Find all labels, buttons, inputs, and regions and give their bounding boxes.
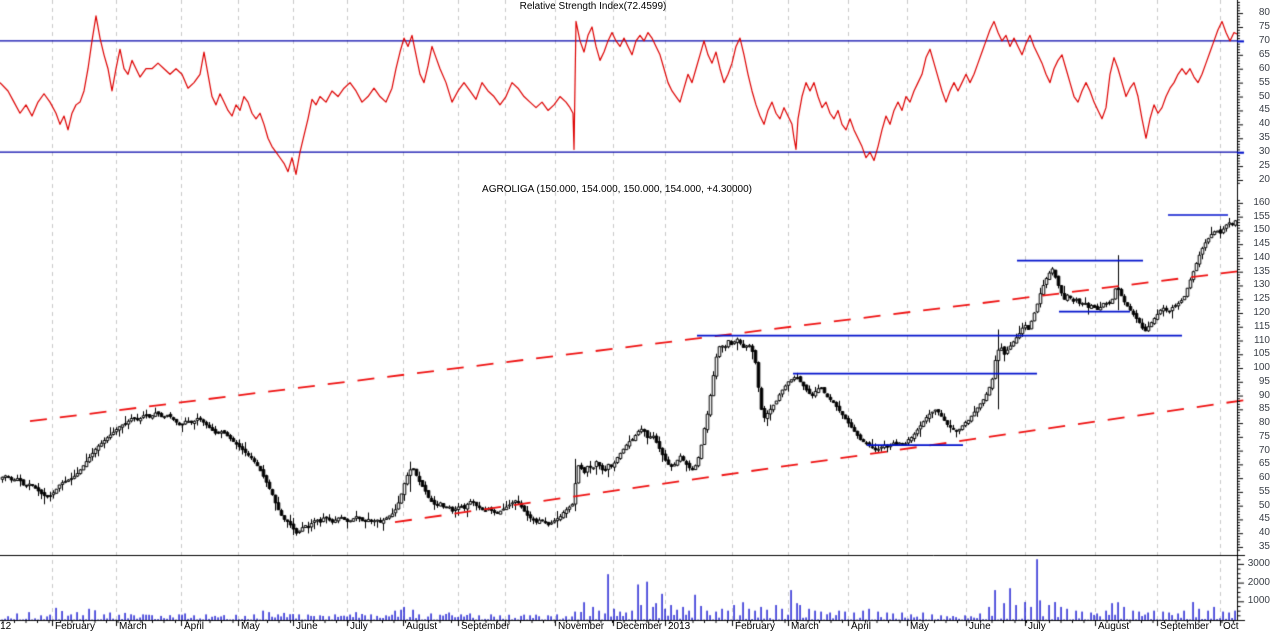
rsi-ytick-70: 70: [1258, 35, 1270, 46]
price-ytick-125: 125: [1253, 293, 1270, 304]
x-axis-label-march: March: [119, 621, 147, 632]
x-axis-label-august: August: [406, 621, 438, 632]
price-ytick-110: 110: [1254, 335, 1270, 346]
price-ytick-85: 85: [1258, 403, 1270, 414]
x-axis-label-oct: Oct: [1223, 621, 1239, 632]
rsi-ytick-25: 25: [1258, 160, 1270, 171]
x-axis-label-february: February: [735, 621, 776, 632]
x-axis-label-december: December: [616, 621, 663, 632]
x-axis-label-september: September: [1160, 621, 1209, 632]
x-axis-label-june: June: [969, 621, 991, 632]
x-axis-label-august: August: [1098, 621, 1130, 632]
price-ytick-35: 35: [1258, 541, 1270, 552]
price-ytick-55: 55: [1258, 486, 1270, 497]
rsi-ytick-20: 20: [1258, 174, 1270, 185]
rsi-ytick-60: 60: [1258, 63, 1270, 74]
price-ytick-65: 65: [1258, 458, 1270, 469]
x-axis-label-september: September: [461, 621, 510, 632]
x-axis-label-november: November: [558, 621, 605, 632]
rsi-ytick-75: 75: [1258, 21, 1270, 32]
rsi-panel-title: Relative Strength Index(72.4599): [519, 1, 667, 12]
x-axis-label-july: July: [1028, 621, 1046, 632]
x-axis-label-april: April: [851, 621, 872, 632]
price-ytick-135: 135: [1253, 266, 1270, 277]
price-ytick-145: 145: [1253, 238, 1270, 249]
x-axis-label-february: February: [55, 621, 96, 632]
price-ytick-95: 95: [1258, 376, 1270, 387]
price-ytick-140: 140: [1253, 252, 1270, 263]
price-ytick-120: 120: [1253, 307, 1270, 318]
x-axis-label-june: June: [296, 621, 318, 632]
rsi-ytick-40: 40: [1258, 118, 1270, 129]
price-ytick-90: 90: [1258, 390, 1270, 401]
rsi-ytick-65: 65: [1258, 49, 1270, 60]
price-ytick-155: 155: [1253, 211, 1270, 222]
price-ytick-150: 150: [1253, 224, 1270, 235]
price-ytick-75: 75: [1258, 431, 1270, 442]
x-axis-label-may: May: [241, 621, 260, 632]
price-ytick-70: 70: [1258, 445, 1270, 456]
price-ytick-45: 45: [1258, 513, 1270, 524]
price-ytick-50: 50: [1258, 500, 1270, 511]
rsi-ytick-80: 80: [1258, 7, 1270, 18]
price-ytick-115: 115: [1254, 321, 1270, 332]
x-axis-label-july: July: [350, 621, 368, 632]
price-ytick-80: 80: [1258, 417, 1270, 428]
rsi-ytick-55: 55: [1258, 77, 1270, 88]
x-axis-label-april: April: [184, 621, 205, 632]
price-ytick-160: 160: [1253, 197, 1270, 208]
volume-ytick-2000: 2000: [1247, 577, 1270, 588]
x-axis-label-march: March: [791, 621, 819, 632]
volume-ytick-3000: 3000: [1247, 558, 1270, 569]
x-axis-label-2013: 2013: [668, 621, 691, 632]
x-axis-label-may: May: [910, 621, 929, 632]
price-ytick-105: 105: [1253, 348, 1270, 359]
rsi-ytick-50: 50: [1258, 91, 1270, 102]
price-panel-title: AGROLIGA (150.000, 154.000, 150.000, 154…: [482, 184, 752, 195]
volume-ytick-1000: 1000: [1247, 595, 1270, 606]
rsi-ytick-30: 30: [1258, 146, 1270, 157]
price-ytick-40: 40: [1258, 527, 1270, 538]
rsi-ytick-45: 45: [1258, 104, 1270, 115]
price-ytick-100: 100: [1253, 362, 1270, 373]
price-ytick-60: 60: [1258, 472, 1270, 483]
price-ytick-130: 130: [1253, 279, 1270, 290]
rsi-ytick-35: 35: [1258, 132, 1270, 143]
